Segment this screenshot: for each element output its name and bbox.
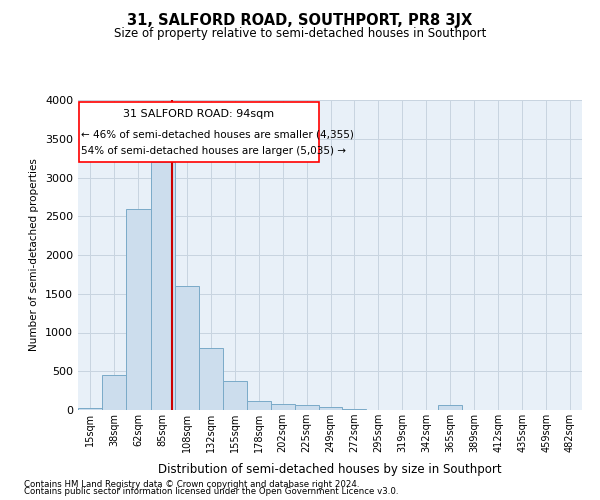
- Text: 31 SALFORD ROAD: 94sqm: 31 SALFORD ROAD: 94sqm: [123, 109, 274, 119]
- Text: Contains HM Land Registry data © Crown copyright and database right 2024.: Contains HM Land Registry data © Crown c…: [24, 480, 359, 489]
- Bar: [271, 404, 295, 410]
- Bar: [319, 407, 343, 410]
- Bar: [223, 380, 247, 410]
- Text: Contains public sector information licensed under the Open Government Licence v3: Contains public sector information licen…: [24, 488, 398, 496]
- Bar: [151, 162, 175, 410]
- Bar: [102, 375, 126, 410]
- Y-axis label: Number of semi-detached properties: Number of semi-detached properties: [29, 158, 40, 352]
- X-axis label: Distribution of semi-detached houses by size in Southport: Distribution of semi-detached houses by …: [158, 464, 502, 476]
- Text: 31, SALFORD ROAD, SOUTHPORT, PR8 3JX: 31, SALFORD ROAD, SOUTHPORT, PR8 3JX: [127, 12, 473, 28]
- FancyBboxPatch shape: [79, 102, 319, 162]
- Bar: [438, 406, 462, 410]
- Bar: [295, 404, 319, 410]
- Bar: [126, 208, 151, 410]
- Text: Size of property relative to semi-detached houses in Southport: Size of property relative to semi-detach…: [114, 28, 486, 40]
- Text: ← 46% of semi-detached houses are smaller (4,355): ← 46% of semi-detached houses are smalle…: [81, 130, 354, 140]
- Bar: [175, 286, 199, 410]
- Bar: [199, 348, 223, 410]
- Bar: [78, 408, 102, 410]
- Text: 54% of semi-detached houses are larger (5,035) →: 54% of semi-detached houses are larger (…: [81, 146, 346, 156]
- Bar: [247, 400, 271, 410]
- Bar: [343, 409, 367, 410]
